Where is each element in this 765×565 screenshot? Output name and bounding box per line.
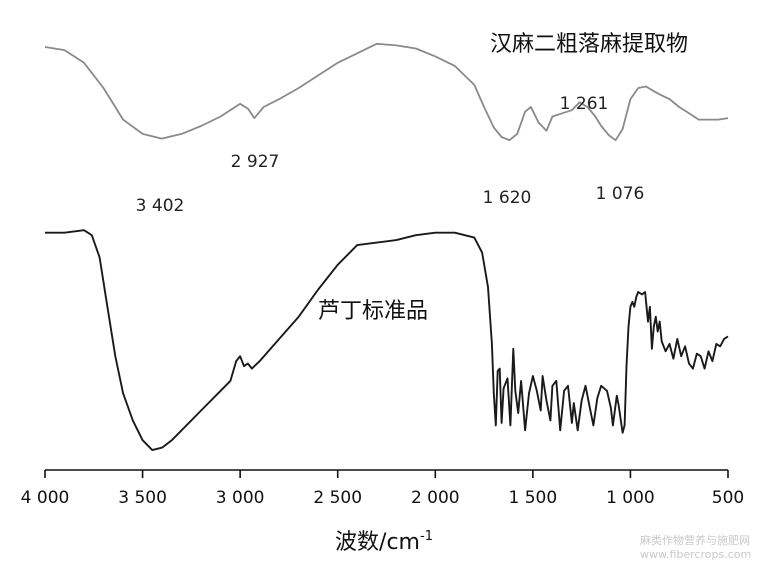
x-axis-unit: /cm [379, 530, 420, 555]
series-label-hemp-extract: 汉麻二粗落麻提取物 [490, 32, 688, 57]
x-axis-unit-superscript: -1 [420, 529, 433, 544]
peak-label-2927: 2 927 [231, 152, 280, 172]
x-tick-label-3500: 3 500 [118, 488, 167, 508]
peak-label-1620: 1 620 [483, 188, 532, 208]
watermark-url: www.fibercrops.com [640, 548, 751, 561]
x-tick-label-4000: 4 000 [21, 488, 70, 508]
x-axis-label: 波数/cm-1 [335, 529, 433, 555]
peak-label-1076: 1 076 [596, 184, 645, 204]
x-tick-label-1500: 1 500 [509, 488, 558, 508]
x-tick-label-2500: 2 500 [313, 488, 362, 508]
watermark-site-name: 麻类作物营养与施肥网 [640, 533, 750, 547]
peak-label-1261: 1 261 [560, 94, 609, 114]
series-line-hemp-extract [44, 42, 729, 142]
series-label-rutin-standard: 芦丁标准品 [318, 299, 428, 324]
x-tick-label-1000: 1 000 [606, 488, 655, 508]
peak-label-3402: 3 402 [136, 196, 185, 216]
x-tick-label-500: 500 [712, 488, 744, 508]
x-axis-label-text: 波数 [335, 530, 379, 555]
x-tick-label-2000: 2 000 [411, 488, 460, 508]
series-line-rutin-standard [45, 229, 729, 452]
x-tick-label-3000: 3 000 [216, 488, 265, 508]
